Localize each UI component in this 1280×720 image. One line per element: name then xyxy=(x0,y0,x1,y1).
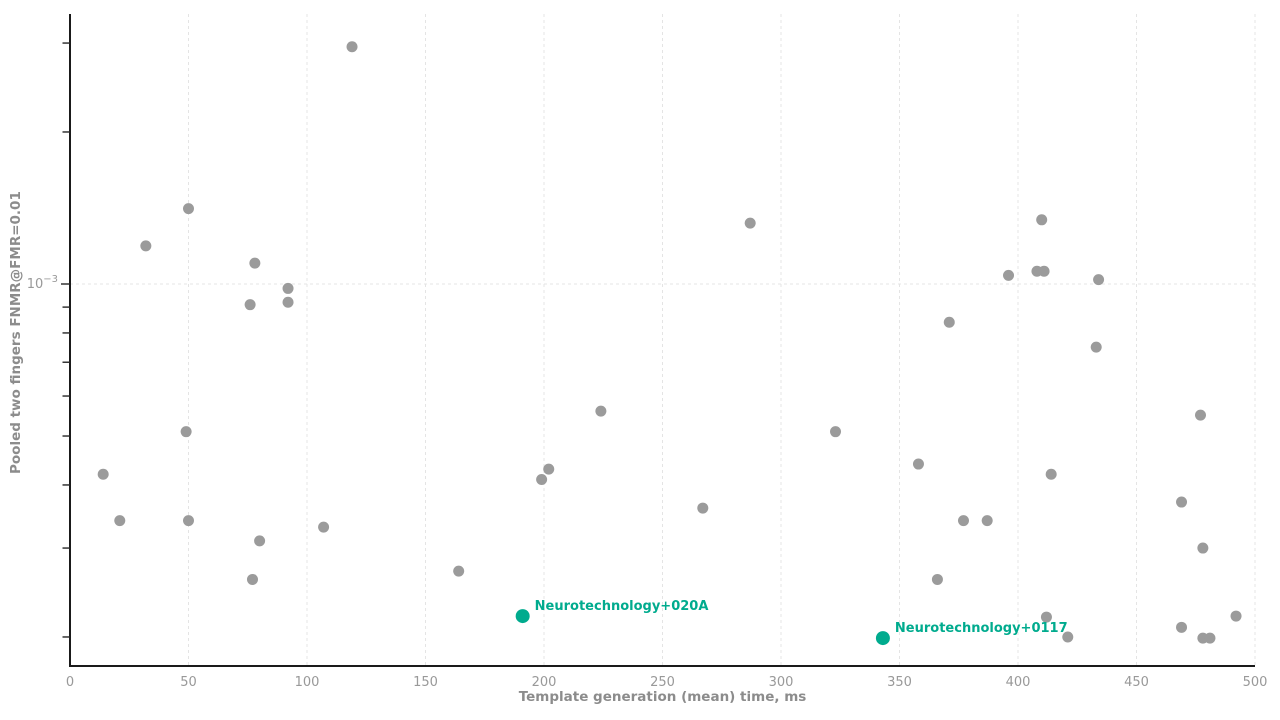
scatter-point xyxy=(318,521,330,533)
x-tick-label: 200 xyxy=(532,675,557,690)
scatter-point xyxy=(943,316,955,328)
scatter-point xyxy=(1003,269,1015,281)
scatter-point xyxy=(1040,611,1052,623)
scatter-point xyxy=(595,405,607,417)
scatter-point xyxy=(254,535,266,547)
scatter-point xyxy=(543,463,555,475)
y-tick-label: 10−3 xyxy=(27,274,58,292)
scatter-point xyxy=(249,257,261,269)
x-tick-label: 450 xyxy=(1124,675,1149,690)
scatter-point xyxy=(246,573,258,585)
scatter-point xyxy=(981,515,993,527)
y-axis-title: Pooled two fingers FNMR@FMR=0.01 xyxy=(8,191,24,475)
x-tick-label: 50 xyxy=(180,675,197,690)
highlighted-point-label: Neurotechnology+0117 xyxy=(895,621,1068,636)
x-tick-label: 250 xyxy=(650,675,675,690)
scatter-point xyxy=(1230,610,1242,622)
scatter-point xyxy=(912,458,924,470)
scatter-point xyxy=(183,203,194,215)
scatter-point xyxy=(536,474,548,486)
x-tick-label: 150 xyxy=(413,675,438,690)
scatter-point xyxy=(1197,542,1209,554)
scatter-point xyxy=(931,573,943,585)
x-tick-label: 300 xyxy=(769,675,794,690)
scatter-point xyxy=(114,515,126,527)
scatter-point xyxy=(1093,274,1105,286)
scatter-point xyxy=(1090,341,1102,353)
scatter-point xyxy=(180,426,192,438)
x-tick-label: 400 xyxy=(1006,675,1031,690)
x-tick-label: 0 xyxy=(66,675,74,690)
x-tick-label: 500 xyxy=(1243,675,1268,690)
scatter-point xyxy=(140,240,152,252)
scatter-point xyxy=(282,282,294,294)
scatter-point xyxy=(453,565,465,577)
scatter-point xyxy=(1045,468,1057,480)
scatter-point xyxy=(1038,265,1050,277)
scatter-point xyxy=(282,296,294,308)
scatter-point xyxy=(1176,496,1188,508)
scatter-point xyxy=(244,299,256,311)
scatter-point xyxy=(1204,632,1216,644)
x-axis-title: Template generation (mean) time, ms xyxy=(518,689,807,705)
highlighted-point xyxy=(515,609,530,624)
highlighted-point-label: Neurotechnology+020A xyxy=(535,599,709,614)
x-tick-label: 350 xyxy=(887,675,912,690)
scatter-point xyxy=(1036,214,1048,226)
highlighted-point xyxy=(875,631,890,646)
scatter-point xyxy=(830,426,842,438)
x-tick-label: 100 xyxy=(295,675,320,690)
scatter-point xyxy=(183,515,194,527)
scatter-point xyxy=(1176,621,1188,633)
scatter-point xyxy=(957,515,969,527)
scatter-point xyxy=(97,468,109,480)
scatter-point xyxy=(346,41,358,53)
scatter-point xyxy=(1062,631,1074,643)
scatter-point xyxy=(697,502,709,514)
scatter-point xyxy=(1194,409,1206,421)
scatter-point xyxy=(744,217,756,229)
